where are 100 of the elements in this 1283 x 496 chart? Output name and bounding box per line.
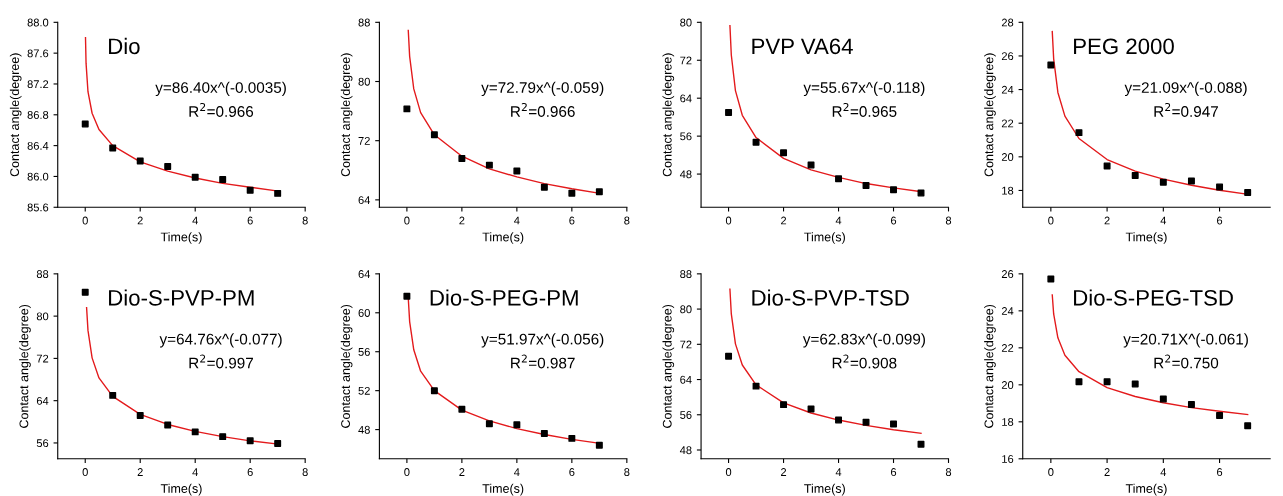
y-tick-label: 72: [680, 340, 692, 349]
annotation: y=55.67x^(-0.118): [803, 81, 925, 97]
point: [917, 189, 925, 197]
point: [403, 105, 411, 113]
point: [595, 441, 603, 449]
y-tick-label: 22: [1001, 344, 1014, 352]
x-tick-label: 6: [569, 216, 575, 225]
y-tick-label: 20: [1001, 153, 1014, 161]
x-tick-label: 4: [1160, 468, 1167, 476]
x-axis-title: Time(s): [804, 483, 845, 496]
x-tick-label: 0: [404, 216, 410, 225]
point: [725, 108, 733, 116]
text: Dio-S-PVP-PM: [109, 289, 254, 306]
x-tick-label: 2: [137, 216, 143, 225]
point: [725, 352, 733, 360]
point: [862, 181, 870, 189]
point: [1103, 162, 1111, 170]
point: [1159, 395, 1167, 403]
point: [1075, 129, 1083, 137]
y-tick-label: 72: [36, 354, 49, 363]
y-tick-label: 26: [1001, 52, 1014, 61]
y-tick-label: 80: [680, 18, 692, 27]
point: [595, 188, 603, 196]
point: [136, 411, 144, 419]
annotation: R$^{2}$=0.750: [1154, 354, 1219, 369]
y-axis-title: Contact angle(degree): [984, 53, 996, 177]
x-tick-label: 4: [835, 468, 842, 476]
annotation: y=64.76x^(-0.077): [159, 333, 282, 348]
x-tick-label: 2: [781, 468, 787, 476]
y-tick-label: 88: [36, 270, 49, 278]
y-tick-label: 60: [358, 309, 370, 317]
point: [1047, 61, 1055, 69]
y-tick-label: 48: [679, 446, 692, 455]
point: [246, 186, 254, 194]
y-tick-label: 22: [1001, 119, 1014, 128]
annotation: y=86.40x^(-0.0035): [155, 81, 286, 97]
x-tick-label: 4: [192, 468, 198, 476]
point: [540, 183, 548, 191]
point: [890, 420, 897, 428]
point: [752, 382, 760, 390]
x-tick-label: 2: [1104, 216, 1110, 225]
point: [403, 292, 411, 300]
point: [1131, 380, 1139, 388]
text: PEG 2000: [1074, 38, 1174, 55]
x-tick-label: 6: [569, 468, 575, 476]
point: [780, 149, 788, 157]
point: [780, 401, 788, 409]
y-tick-label: 48: [679, 170, 692, 179]
point: [1216, 183, 1224, 191]
text: Dio-S-PEG-TSD: [1074, 289, 1233, 306]
x-tick-label: 2: [459, 468, 465, 476]
y-tick-label: 85.6: [27, 203, 49, 212]
x-tick-label: 2: [781, 216, 787, 225]
x-tick-label: 6: [890, 216, 897, 225]
point: [1187, 400, 1195, 408]
point: [513, 421, 521, 429]
x-tick-label: 2: [1104, 468, 1110, 476]
y-tick-label: 87.2: [27, 80, 49, 89]
x-tick-label: 4: [1160, 216, 1167, 225]
y-tick-label: 26: [1001, 270, 1014, 278]
y-tick-label: 86.4: [27, 141, 49, 150]
annotation: R$^{2}$=0.966: [511, 102, 575, 117]
y-tick-label: 18: [1002, 418, 1014, 426]
point: [430, 131, 438, 139]
x-tick-label: 8: [945, 468, 952, 476]
x-tick-label: 0: [725, 216, 732, 225]
point: [81, 120, 89, 128]
y-tick-label: 80: [36, 312, 49, 321]
x-tick-label: 6: [247, 468, 253, 476]
y-tick-label: 16: [1002, 455, 1014, 463]
point: [568, 189, 576, 197]
y-axis-title: Contact angle(degree): [340, 53, 353, 177]
y-axis-title: Contact angle(degree): [9, 53, 22, 177]
point: [862, 418, 870, 426]
point: [1244, 189, 1252, 196]
point: [109, 144, 117, 152]
y-tick-label: 24: [1001, 307, 1014, 315]
x-tick-label: 0: [404, 468, 410, 476]
annotation: y=51.97x^(-0.056): [481, 333, 604, 348]
point: [81, 288, 89, 296]
x-tick-label: 4: [835, 216, 842, 225]
point: [890, 186, 897, 194]
y-tick-label: 20: [1001, 381, 1014, 389]
point: [1103, 378, 1111, 386]
y-tick-label: 56: [36, 439, 49, 448]
y-tick-label: 56: [358, 347, 370, 356]
point: [191, 428, 199, 436]
point: [807, 405, 815, 413]
y-axis-title: Contact angle(degree): [340, 304, 353, 428]
y-tick-label: 80: [358, 77, 370, 86]
point: [109, 391, 117, 399]
text: Dio-S-PEG-PM: [430, 289, 578, 306]
annotation: R$^{2}$=0.947: [1154, 102, 1218, 117]
annotation: R$^{2}$=0.987: [511, 354, 575, 369]
x-axis-title: Time(s): [482, 483, 524, 496]
annotation: R$^{2}$=0.908: [832, 354, 897, 369]
point: [274, 440, 282, 447]
point: [917, 440, 925, 448]
y-tick-label: 88.0: [27, 18, 49, 27]
point: [219, 433, 227, 441]
